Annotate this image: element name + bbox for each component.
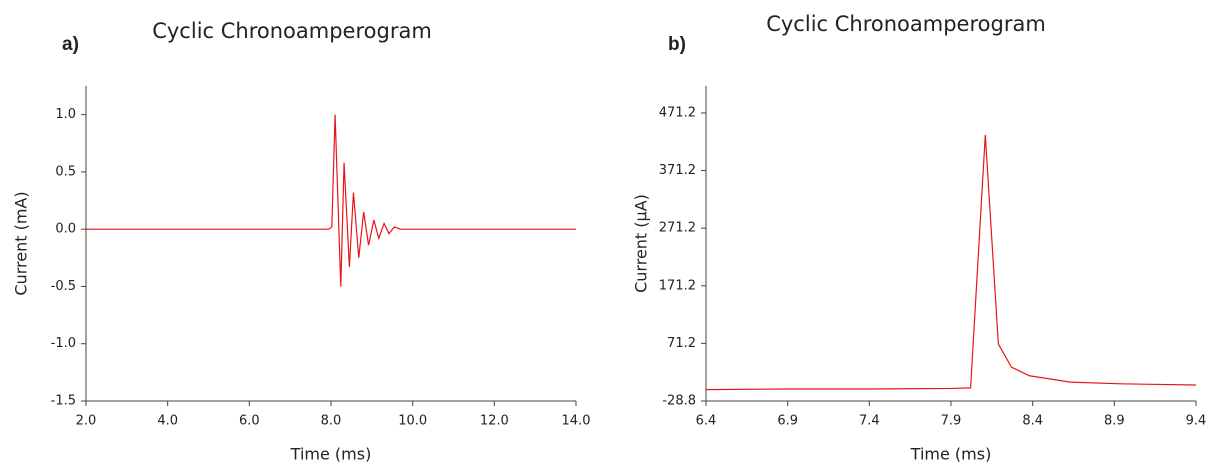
x-tick-label: 6.9 (777, 414, 798, 429)
y-tick-label: 0.0 (55, 222, 76, 237)
y-tick-label: -1.0 (51, 336, 76, 351)
y-tick-label: 471.2 (659, 105, 696, 120)
y-tick-label: 271.2 (659, 221, 696, 236)
data-line (705, 134, 1197, 391)
panel-label: b) (668, 34, 686, 55)
y-tick-label: 1.0 (55, 107, 76, 122)
x-tick-label: 8.0 (321, 414, 342, 429)
x-tick-label: 4.0 (157, 414, 178, 429)
y-tick-label: -0.5 (51, 279, 76, 294)
x-tick-label: 10.0 (398, 414, 427, 429)
y-tick-label: 171.2 (659, 278, 696, 293)
x-tick-label: 6.0 (239, 414, 260, 429)
x-tick-label: 12.0 (480, 414, 509, 429)
x-tick-label: 7.4 (859, 414, 880, 429)
y-axis-label: Current (mA) (12, 191, 31, 295)
chart-title: Cyclic Chronoamperogram (766, 12, 1046, 36)
x-tick-label: 7.9 (941, 414, 962, 429)
x-axis-label: Time (ms) (290, 445, 372, 464)
x-axis-label: Time (ms) (910, 445, 992, 464)
x-tick-label: 8.9 (1104, 414, 1125, 429)
y-tick-label: 371.2 (659, 163, 696, 178)
chart-title: Cyclic Chronoamperogram (152, 19, 432, 43)
y-tick-label: -28.8 (662, 394, 696, 409)
x-tick-label: 8.4 (1022, 414, 1043, 429)
x-tick-label: 9.4 (1186, 414, 1207, 429)
panel-label: a) (62, 34, 79, 55)
data-line (86, 114, 576, 287)
y-tick-label: 0.5 (55, 164, 76, 179)
x-tick-label: 2.0 (76, 414, 97, 429)
x-tick-label: 6.4 (696, 414, 717, 429)
y-tick-label: 71.2 (667, 336, 696, 351)
y-axis-label: Current (µA) (632, 194, 651, 293)
y-tick-label: -1.5 (51, 394, 76, 409)
x-tick-label: 14.0 (562, 414, 591, 429)
